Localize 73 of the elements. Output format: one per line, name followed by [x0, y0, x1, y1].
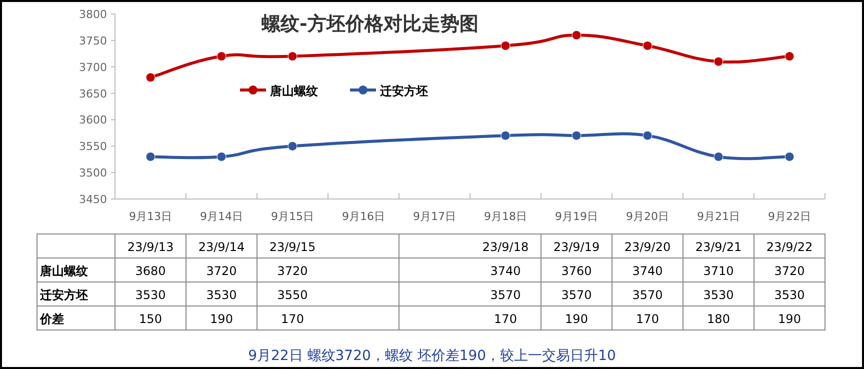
data-label: 3720	[277, 264, 308, 278]
text: 190	[210, 312, 233, 326]
y-tick-label: 3500	[79, 166, 107, 180]
text: 23/9/14	[198, 240, 245, 254]
point	[500, 130, 510, 140]
point	[216, 152, 226, 162]
x-tick-label: 9月14日	[200, 210, 243, 223]
point	[146, 152, 156, 162]
x-tick-label: 9月16日	[342, 210, 385, 223]
point	[146, 72, 156, 82]
data-label: 3720	[206, 264, 237, 278]
data-label: 3680	[135, 264, 166, 278]
point	[784, 152, 794, 162]
text: 23/9/15	[269, 240, 316, 254]
data-label: 3530	[703, 288, 734, 302]
point	[642, 40, 652, 50]
text: 9月22日 螺纹3720，螺纹 坯价差190，较上一交易日升10	[248, 348, 616, 364]
text: 170	[494, 312, 517, 326]
data-label: 3740	[632, 264, 663, 278]
point	[288, 52, 298, 62]
data-label: 3570	[490, 288, 521, 302]
text: 170	[281, 312, 304, 326]
text: 170	[636, 312, 659, 326]
x-tick-label: 9月21日	[697, 210, 740, 223]
text: 23/9/22	[766, 240, 813, 254]
text: 迁安方坯	[40, 288, 88, 302]
text: 190	[565, 312, 588, 326]
x-tick-label: 9月15日	[271, 210, 314, 223]
chart-title: 螺纹-方坯价格对比走势图	[260, 13, 478, 35]
data-label: 3570	[632, 288, 663, 302]
data-label: 3570	[561, 288, 592, 302]
x-tick-label: 9月13日	[129, 210, 172, 223]
data-label: 3710	[703, 264, 734, 278]
point	[216, 52, 226, 62]
text: 唐山螺纹	[40, 264, 88, 278]
point	[500, 40, 510, 50]
text: 23/9/20	[624, 240, 671, 254]
point	[288, 141, 298, 151]
legend-label: 唐山螺纹	[269, 84, 318, 98]
text: 150	[139, 312, 162, 326]
y-tick-label: 3800	[79, 8, 107, 21]
y-tick-label: 3650	[79, 87, 107, 100]
y-tick-label: 3550	[79, 140, 107, 154]
text: 23/9/18	[482, 240, 529, 254]
text: 23/9/19	[553, 240, 600, 254]
text: 23/9/13	[127, 240, 174, 254]
text: 180	[707, 312, 730, 326]
point	[572, 30, 582, 40]
y-tick-label: 3450	[79, 193, 107, 206]
x-tick-label: 9月18日	[484, 210, 527, 223]
text: 190	[778, 312, 801, 326]
data-label: 3530	[206, 288, 237, 302]
x-tick-label: 9月22日	[768, 210, 811, 223]
data-label: 3550	[277, 288, 308, 302]
data-label: 3530	[774, 288, 805, 302]
text: 价差	[39, 312, 64, 326]
point	[714, 152, 724, 162]
y-tick-label: 3700	[79, 60, 107, 74]
point	[784, 52, 794, 62]
data-label: 3720	[774, 264, 805, 278]
x-tick-label: 9月19日	[555, 210, 598, 223]
point	[572, 130, 582, 140]
data-label: 3760	[561, 264, 592, 278]
legend-label: 迁安方坯	[379, 84, 428, 98]
x-tick-label: 9月17日	[413, 210, 456, 223]
point	[714, 56, 724, 66]
data-label: 3530	[135, 288, 166, 302]
text: 23/9/21	[695, 240, 742, 254]
point	[642, 130, 652, 140]
y-tick-label: 3600	[79, 114, 107, 127]
y-tick-label: 3750	[79, 34, 107, 48]
data-label: 3740	[490, 264, 521, 278]
x-tick-label: 9月20日	[626, 210, 669, 223]
